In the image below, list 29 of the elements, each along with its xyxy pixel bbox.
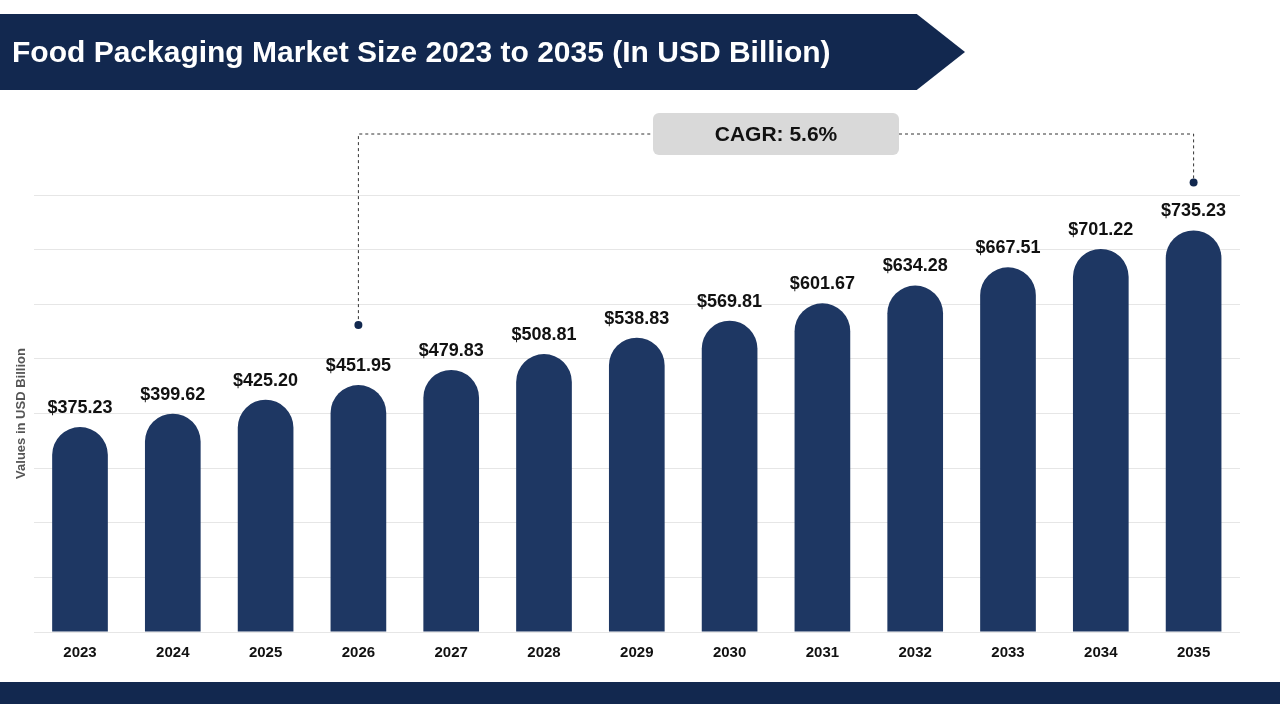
x-tick-label: 2032	[898, 643, 932, 661]
x-tick-label: 2024	[156, 643, 191, 661]
data-label: $569.81	[697, 290, 763, 311]
x-tick-label: 2023	[63, 643, 97, 661]
x-tick-label: 2033	[991, 643, 1025, 661]
x-tick-label: 2028	[527, 643, 561, 661]
data-label: $451.95	[325, 355, 391, 376]
x-tick-label: 2026	[341, 643, 376, 661]
data-label: $425.20	[233, 369, 299, 390]
data-label: $735.23	[1161, 200, 1227, 221]
y-axis-title: Values in USD Billion	[13, 348, 29, 479]
x-tick-label: 2035	[1176, 643, 1211, 661]
data-label: $538.83	[604, 307, 670, 328]
x-tick-label: 2027	[434, 643, 468, 661]
data-label: $508.81	[511, 324, 577, 345]
data-label: $479.83	[418, 339, 484, 360]
x-tick-label: 2030	[712, 643, 747, 661]
data-label: $634.28	[882, 255, 948, 276]
x-tick-label: 2034	[1084, 643, 1119, 661]
data-label: $399.62	[140, 383, 206, 404]
data-label: $701.22	[1068, 218, 1134, 239]
data-label: $667.51	[975, 237, 1041, 258]
chart-title: Food Packaging Market Size 2023 to 2035 (In USD Billion)	[0, 14, 965, 90]
text: CAGR: 5.6%	[653, 113, 899, 155]
data-label: $375.23	[47, 397, 113, 417]
x-tick-label: 2025	[248, 643, 283, 661]
data-label: $601.67	[789, 273, 855, 294]
x-tick-label: 2031	[805, 643, 840, 661]
x-tick-label: 2029	[620, 643, 654, 661]
